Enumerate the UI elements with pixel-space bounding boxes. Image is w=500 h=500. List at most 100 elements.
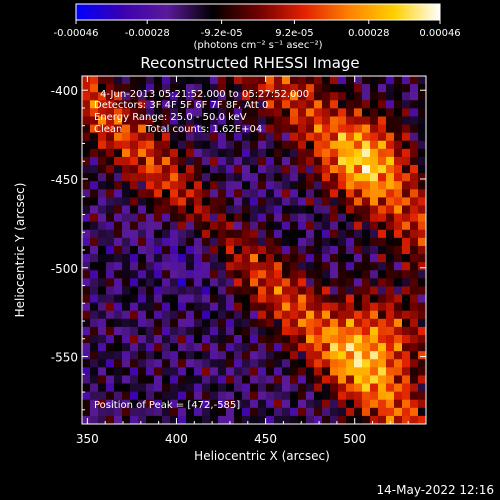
heatmap-cell	[210, 334, 219, 344]
heatmap-cell	[82, 367, 91, 377]
heatmap-cell	[194, 173, 203, 182]
heatmap-cell	[242, 245, 251, 255]
heatmap-cell	[330, 399, 339, 409]
heatmap-cell	[186, 173, 195, 182]
heatmap-cell	[266, 245, 275, 255]
heatmap-cell	[138, 245, 147, 255]
heatmap-cell	[266, 407, 275, 417]
heatmap-cell	[82, 407, 91, 417]
heatmap-cell	[274, 197, 283, 207]
heatmap-cell	[306, 197, 315, 207]
heatmap-cell	[154, 229, 163, 239]
heatmap-cell	[178, 318, 187, 328]
heatmap-cell	[242, 213, 251, 223]
footer-timestamp: 14-May-2022 12:16	[377, 483, 494, 497]
colorbar-tick-label: -9.2e-05	[201, 28, 243, 39]
heatmap-cell	[346, 326, 355, 336]
heatmap-cell	[154, 415, 163, 424]
heatmap-cell	[290, 254, 299, 263]
heatmap-cell	[210, 181, 219, 190]
heatmap-cell	[338, 237, 347, 247]
heatmap-cell	[138, 415, 147, 424]
heatmap-cell	[274, 326, 283, 336]
heatmap-cell	[90, 294, 99, 304]
heatmap-cell	[226, 278, 235, 288]
heatmap-cell	[234, 189, 243, 198]
heatmap-cell	[82, 100, 91, 109]
heatmap-cell	[402, 262, 411, 271]
heatmap-cell	[258, 334, 267, 344]
heatmap-cell	[370, 148, 379, 158]
heatmap-cell	[418, 334, 426, 344]
heatmap-cell	[162, 254, 171, 263]
heatmap-cell	[314, 359, 323, 368]
heatmap-cell	[386, 415, 395, 424]
heatmap-cell	[298, 367, 307, 377]
heatmap-cell	[122, 391, 131, 401]
heatmap-cell	[82, 351, 91, 360]
heatmap-cell	[314, 124, 323, 134]
heatmap-cell	[258, 173, 267, 182]
heatmap-cell	[354, 148, 363, 158]
heatmap-cell	[98, 318, 107, 328]
heatmap-cell	[226, 367, 235, 377]
heatmap-cell	[154, 76, 163, 85]
heatmap-cell	[146, 156, 155, 166]
heatmap-cell	[266, 391, 275, 401]
heatmap-cell	[394, 343, 403, 352]
heatmap-cell	[154, 367, 163, 377]
heatmap-cell	[258, 399, 267, 409]
heatmap-cell	[194, 286, 203, 296]
heatmap-cell	[170, 108, 179, 118]
heatmap-cell	[330, 213, 339, 223]
heatmap-cell	[266, 189, 275, 198]
heatmap-cell	[258, 108, 267, 118]
heatmap-cell	[290, 84, 299, 93]
heatmap-cell	[226, 165, 235, 174]
heatmap-cell	[274, 156, 283, 166]
heatmap-cell	[234, 367, 243, 377]
heatmap-cell	[418, 262, 426, 271]
heatmap-cell	[218, 140, 227, 150]
heatmap-cell	[418, 165, 426, 174]
heatmap-cell	[266, 254, 275, 263]
heatmap-cell	[242, 375, 251, 385]
heatmap-cell	[106, 359, 115, 368]
heatmap-cell	[378, 399, 387, 409]
heatmap-cell	[210, 84, 219, 93]
heatmap-cell	[114, 140, 123, 150]
heatmap-cell	[322, 407, 331, 417]
heatmap-cell	[218, 124, 227, 134]
heatmap-cell	[354, 351, 363, 360]
heatmap-cell	[258, 351, 267, 360]
heatmap-cell	[378, 318, 387, 328]
heatmap-cell	[250, 294, 259, 304]
heatmap-cell	[106, 407, 115, 417]
heatmap-cell	[370, 229, 379, 239]
heatmap-cell	[242, 108, 251, 118]
heatmap-cell	[106, 108, 115, 118]
heatmap-cell	[178, 399, 187, 409]
heatmap-cell	[298, 221, 307, 231]
heatmap-cell	[178, 359, 187, 368]
heatmap-cell	[338, 278, 347, 288]
heatmap-cell	[282, 132, 291, 142]
heatmap-cell	[234, 148, 243, 158]
heatmap-cell	[226, 262, 235, 271]
heatmap-cell	[370, 254, 379, 263]
heatmap-cell	[394, 205, 403, 215]
heatmap-cell	[298, 100, 307, 109]
heatmap-cell	[370, 375, 379, 385]
heatmap-cell	[178, 278, 187, 288]
heatmap-cell	[114, 359, 123, 368]
heatmap-cell	[146, 399, 155, 409]
heatmap-cell	[146, 391, 155, 401]
heatmap-cell	[402, 189, 411, 198]
heatmap-cell	[346, 156, 355, 166]
heatmap-cell	[146, 318, 155, 328]
heatmap-cell	[322, 367, 331, 377]
heatmap-cell	[298, 148, 307, 158]
heatmap-cell	[98, 165, 107, 174]
heatmap-cell	[138, 108, 147, 118]
heatmap-cell	[330, 84, 339, 93]
